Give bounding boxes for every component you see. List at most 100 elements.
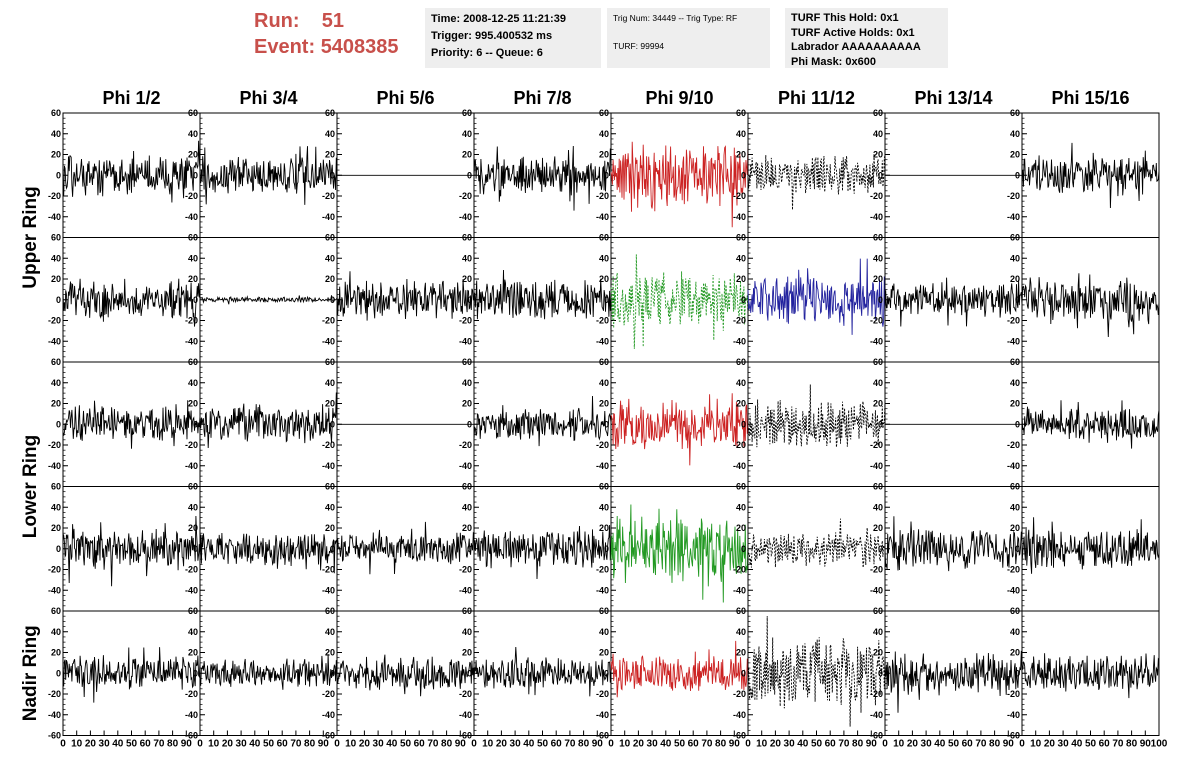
y-tick-label: 0 <box>193 170 198 180</box>
x-tick-label: 0 <box>608 739 614 750</box>
y-tick-label: 0 <box>56 170 61 180</box>
y-tick-label: 0 <box>741 295 746 305</box>
y-tick-label: -60 <box>733 731 746 741</box>
y-tick-label: 0 <box>741 170 746 180</box>
x-tick-label: 20 <box>496 739 508 750</box>
event-value: 5408385 <box>320 36 399 58</box>
y-tick-label: 0 <box>330 668 335 678</box>
y-tick-label: -20 <box>459 191 472 201</box>
y-tick-label: 40 <box>873 129 883 139</box>
y-tick-label: 20 <box>325 648 335 658</box>
y-tick-label: 60 <box>736 482 746 492</box>
x-tick-label: 10 <box>893 739 905 750</box>
x-tick-label: 30 <box>784 739 796 750</box>
waveform-trace <box>62 400 201 449</box>
waveform-trace <box>199 392 338 449</box>
x-tick-label: 40 <box>797 739 809 750</box>
y-tick-label: 60 <box>736 233 746 243</box>
x-tick-label: 30 <box>1058 739 1070 750</box>
x-tick-label: 80 <box>578 739 590 750</box>
turf-text: TURF: 99994 <box>613 41 665 51</box>
y-tick-label: 0 <box>604 170 609 180</box>
y-tick-label: 20 <box>599 648 609 658</box>
x-tick-label: 90 <box>592 739 604 750</box>
y-tick-label: 40 <box>325 129 335 139</box>
y-tick-label: 20 <box>462 274 472 284</box>
y-tick-label: 60 <box>462 233 472 243</box>
y-tick-label: 0 <box>467 170 472 180</box>
y-tick-label: -40 <box>1007 585 1020 595</box>
y-tick-label: -20 <box>870 316 883 326</box>
y-tick-label: 20 <box>325 150 335 160</box>
y-tick-label: -40 <box>48 585 61 595</box>
y-tick-label: 20 <box>736 399 746 409</box>
column-title: Phi 15/16 <box>1051 88 1129 108</box>
y-tick-label: -60 <box>1007 731 1020 741</box>
y-tick-label: 40 <box>1010 627 1020 637</box>
y-tick-label: 0 <box>741 419 746 429</box>
phi-mask-text: Phi Mask: 0x600 <box>791 55 876 68</box>
y-tick-label: 40 <box>51 253 61 263</box>
y-tick-label: 0 <box>878 544 883 554</box>
y-tick-label: 40 <box>736 502 746 512</box>
y-tick-label: 20 <box>1010 399 1020 409</box>
x-tick-label: 70 <box>838 739 850 750</box>
x-tick-label: 50 <box>674 739 686 750</box>
y-tick-label: 60 <box>873 357 883 367</box>
y-tick-label: 20 <box>1010 150 1020 160</box>
x-tick-label: 0 <box>745 739 751 750</box>
y-tick-label: 60 <box>188 357 198 367</box>
y-tick-label: 60 <box>51 357 61 367</box>
y-tick-label: -20 <box>48 191 61 201</box>
y-tick-label: 40 <box>188 129 198 139</box>
y-tick-label: -20 <box>596 440 609 450</box>
y-tick-label: -40 <box>733 585 746 595</box>
x-tick-label: 10 <box>756 739 768 750</box>
waveform-trace <box>884 516 1023 572</box>
y-tick-label: 40 <box>599 253 609 263</box>
y-tick-label: -40 <box>596 710 609 720</box>
row-label: Upper Ring <box>20 186 41 288</box>
y-tick-label: -40 <box>48 336 61 346</box>
waveform-trace <box>1021 142 1160 209</box>
y-tick-label: -20 <box>1007 440 1020 450</box>
x-tick-label: 10 <box>345 739 357 750</box>
waveform-trace <box>610 254 749 349</box>
y-tick-label: -40 <box>185 710 198 720</box>
turf-active-holds-text: TURF Active Holds: 0x1 <box>791 26 915 39</box>
x-tick-label: 60 <box>551 739 563 750</box>
priority-text: Priority: 6 -- Queue: 6 <box>431 47 543 59</box>
y-tick-label: -40 <box>48 212 61 222</box>
x-tick-label: 0 <box>882 739 888 750</box>
x-tick-label: 30 <box>99 739 111 750</box>
x-tick-label: 70 <box>427 739 439 750</box>
y-tick-label: 0 <box>467 668 472 678</box>
y-tick-label: 20 <box>736 648 746 658</box>
y-tick-label: -20 <box>596 689 609 699</box>
y-tick-label: 20 <box>1010 274 1020 284</box>
x-tick-label: 60 <box>1099 739 1111 750</box>
x-tick-label: 40 <box>934 739 946 750</box>
y-tick-label: 20 <box>188 523 198 533</box>
x-tick-label: 60 <box>688 739 700 750</box>
x-tick-label: 90 <box>455 739 467 750</box>
y-tick-label: 60 <box>1010 233 1020 243</box>
waveform-trace <box>610 141 749 228</box>
waveform-trace <box>610 640 749 698</box>
y-tick-label: 40 <box>325 502 335 512</box>
x-tick-label: 20 <box>1044 739 1056 750</box>
x-tick-label: 80 <box>441 739 453 750</box>
y-tick-label: 20 <box>599 274 609 284</box>
waveform-trace <box>199 532 338 574</box>
y-tick-label: 0 <box>467 419 472 429</box>
y-tick-label: 40 <box>599 129 609 139</box>
y-tick-label: -40 <box>322 710 335 720</box>
x-tick-label: 70 <box>564 739 576 750</box>
x-tick-label: 0 <box>471 739 477 750</box>
y-tick-label: 0 <box>604 419 609 429</box>
y-tick-label: 20 <box>1010 523 1020 533</box>
x-tick-label: 50 <box>811 739 823 750</box>
y-tick-label: -20 <box>459 316 472 326</box>
y-tick-label: 20 <box>599 523 609 533</box>
y-tick-label: 0 <box>467 295 472 305</box>
